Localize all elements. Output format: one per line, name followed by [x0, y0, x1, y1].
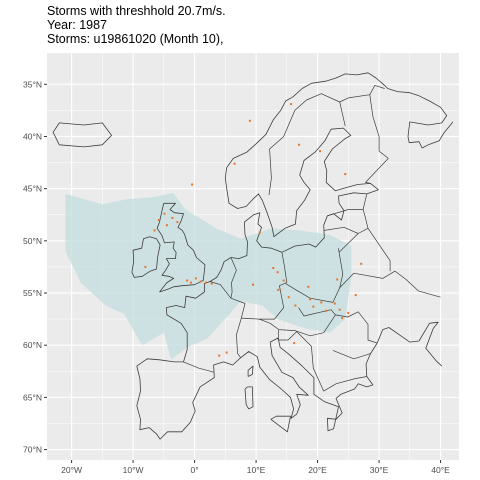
x-tick-label: 0° — [191, 465, 199, 475]
y-tick-label: 35°N — [23, 79, 42, 89]
storm-point — [186, 279, 189, 282]
coastline — [136, 72, 454, 367]
x-tick-label: 10°W — [123, 465, 144, 475]
coastline — [247, 365, 254, 377]
storm-point — [294, 304, 297, 307]
storm-points-layer — [144, 103, 363, 357]
x-tick-label: 20°W — [61, 465, 82, 475]
country-border — [335, 311, 378, 344]
storm-point — [312, 305, 315, 308]
coastline-layer — [52, 72, 454, 440]
country-border — [339, 101, 346, 127]
storm-point — [336, 278, 339, 281]
title-line-threshold: Storms with threshhold 20.7m/s. — [47, 4, 226, 18]
x-tick-label: 10°E — [247, 465, 266, 475]
country-border — [327, 209, 364, 217]
coastline — [131, 236, 161, 278]
storm-point — [252, 283, 254, 286]
storm-point — [320, 301, 323, 304]
storm-footprint-layer — [65, 192, 352, 360]
storm-point — [163, 212, 166, 215]
storm-point — [298, 143, 301, 146]
storm-point — [157, 219, 160, 221]
y-tick-label: 40°N — [23, 131, 42, 141]
y-tick-label: 70°N — [23, 445, 42, 455]
storm-point — [338, 308, 341, 311]
country-border — [230, 257, 237, 299]
country-border — [332, 350, 371, 360]
x-axis: 20°W 10°W 0° 10°E 20°E 30°E 40°E — [61, 460, 450, 475]
country-border — [241, 252, 288, 320]
country-border-layer — [183, 85, 441, 392]
storm-point — [360, 262, 363, 265]
coastline — [136, 321, 443, 440]
x-tick-label: 30°E — [370, 465, 389, 475]
y-tick-label: 60°N — [23, 340, 42, 350]
y-tick-label: 55°N — [23, 288, 42, 298]
country-border — [338, 193, 369, 253]
title-line-storms: Storms: u19861020 (Month 10), — [47, 32, 224, 46]
title-line-year: Year: 1987 — [47, 18, 108, 32]
storm-point — [204, 281, 207, 284]
storm-point — [165, 224, 168, 227]
country-border — [324, 226, 359, 234]
y-tick-label: 65°N — [23, 392, 42, 402]
storm-point — [354, 294, 357, 297]
country-border — [365, 94, 389, 184]
storm-point — [225, 351, 228, 354]
x-tick-label: 20°E — [308, 465, 327, 475]
storm-point — [307, 285, 310, 288]
storm-point — [276, 271, 279, 274]
country-border — [277, 329, 367, 392]
y-tick-label: 50°N — [23, 236, 42, 246]
storm-point — [290, 103, 293, 106]
country-border — [183, 361, 215, 373]
storm-point — [171, 216, 174, 219]
storm-point — [194, 277, 197, 280]
storm-point — [233, 162, 236, 165]
storm-point — [293, 342, 296, 345]
storm-footprint-area — [65, 192, 352, 360]
storm-point — [287, 296, 290, 299]
storm-point — [333, 302, 336, 305]
storm-point — [153, 229, 156, 232]
storm-point — [341, 317, 344, 320]
chart-title: Storms with threshhold 20.7m/s. Year: 19… — [47, 4, 226, 46]
storm-point — [258, 231, 261, 234]
storm-point — [272, 267, 275, 269]
coastline — [270, 415, 291, 433]
coastline — [52, 122, 112, 148]
storm-point — [144, 265, 147, 268]
storm-point — [191, 183, 194, 186]
country-border — [268, 85, 385, 195]
country-border — [258, 307, 336, 337]
y-axis: 70°N 65°N 60°N 55°N 50°N 45°N 40°N 35°N — [23, 79, 47, 455]
country-border — [367, 228, 391, 272]
storm-point — [309, 298, 312, 301]
storm-point — [189, 281, 192, 284]
storm-point — [325, 309, 328, 312]
storm-point — [176, 221, 179, 224]
storm-point — [248, 119, 251, 122]
country-border — [285, 248, 344, 303]
country-border — [209, 281, 246, 358]
country-border — [339, 270, 441, 298]
storm-point — [218, 354, 221, 357]
storm-point — [210, 282, 213, 285]
x-tick-label: 40°E — [431, 465, 450, 475]
storm-point — [347, 311, 350, 314]
storm-point — [277, 288, 280, 291]
storm-point — [199, 280, 202, 283]
y-tick-label: 45°N — [23, 184, 42, 194]
storm-point — [344, 173, 347, 176]
coastline — [244, 386, 254, 410]
storm-point — [282, 279, 285, 282]
storm-point — [319, 150, 321, 153]
coastline — [156, 202, 206, 293]
